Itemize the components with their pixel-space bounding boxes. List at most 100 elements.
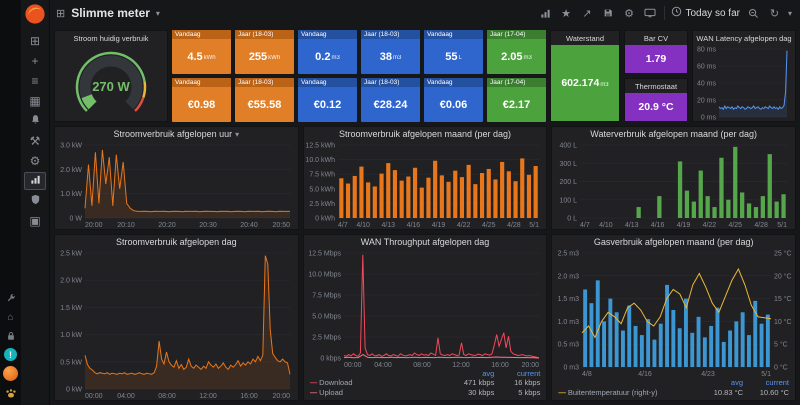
sidebar-item-playlists[interactable]: ≡	[24, 72, 46, 90]
panel-title[interactable]: Waterstand	[565, 33, 605, 43]
add-panel-icon[interactable]	[538, 6, 553, 21]
svg-text:2.0 kW: 2.0 kW	[60, 278, 82, 285]
panel-title[interactable]: Stroomverbruik afgelopen maand (per dag)	[338, 129, 512, 139]
sidebar-item-alerting[interactable]	[24, 112, 46, 130]
legend-header: avg current	[482, 368, 541, 378]
svg-text:12.5 Mbps: 12.5 Mbps	[308, 251, 341, 258]
panel-title[interactable]: Stroom huidig verbruik	[73, 33, 149, 43]
panel-title[interactable]: Bar CV	[643, 33, 669, 43]
user-avatar[interactable]	[3, 366, 18, 381]
svg-text:4/25: 4/25	[729, 222, 743, 229]
panel-title[interactable]: WAN Throughput afgelopen dag	[360, 237, 490, 247]
power-gauge[interactable]: 270 W	[55, 45, 167, 121]
star-icon[interactable]: ★	[561, 7, 571, 20]
folder-grid-icon: ▦	[29, 94, 41, 108]
stat-tile: Vandaag €0.06	[424, 78, 483, 122]
bar-cv-value: 1.79	[625, 45, 687, 73]
svg-text:60 ms: 60 ms	[697, 64, 717, 71]
sidebar-item-plugins[interactable]: ▣	[24, 212, 46, 230]
svg-text:20:20: 20:20	[158, 222, 176, 229]
sidebar-item-folders[interactable]: ▦	[24, 92, 46, 110]
svg-text:10.0 Mbps: 10.0 Mbps	[308, 272, 341, 279]
svg-text:12:00: 12:00	[199, 393, 217, 400]
svg-text:0 m3: 0 m3	[564, 365, 580, 372]
panel-title[interactable]: Stroomverbruik afgelopen dag	[116, 237, 237, 247]
panel-title[interactable]: Stroomverbruik afgelopen uur ▾	[113, 129, 240, 139]
chevron-down-icon[interactable]: ▾	[155, 8, 160, 18]
sidebar-item-create[interactable]: +	[24, 52, 46, 70]
settings-gear-icon[interactable]: ⚙	[624, 7, 634, 20]
svg-text:0.5 m3: 0.5 m3	[558, 342, 580, 349]
zoom-out-icon[interactable]	[746, 6, 761, 21]
paw-icon[interactable]	[3, 386, 19, 400]
stat-tile: Jaar (18-03) €28.24	[361, 78, 420, 122]
time-range-label: Today so far	[685, 7, 740, 19]
save-icon[interactable]	[601, 6, 616, 21]
main-area: ⊞ Slimme meter ▾ ★ ↗ ⚙ Today so far ↻ ▾ …	[50, 0, 800, 405]
cv-column: Bar CV 1.79 Thermostaat 20.9 °C	[624, 30, 688, 122]
legend-row: — Upload 30 kbps 5 kbps	[309, 387, 541, 397]
dashboard-icon: ⊞	[56, 7, 66, 20]
share-icon[interactable]: ↗	[582, 7, 592, 20]
stroom-uur-chart[interactable]: 0 W 1.0 kW 2.0 kW 3.0 kW 20:00 20:10 20:20 20:3…	[55, 141, 298, 230]
stat-tile: Jaar (18-03) 38 m3	[361, 30, 420, 74]
sidebar-item-security[interactable]	[24, 192, 46, 210]
panel-title[interactable]: Thermostaat	[634, 81, 678, 91]
series-toggle-download[interactable]: — Download	[309, 378, 353, 387]
screwdriver-icon[interactable]	[3, 291, 19, 305]
series-toggle-buitentemperatuur[interactable]: — Buitentemperatuur (right-y)	[558, 387, 658, 397]
panel-title[interactable]: Gasverbruik afgelopen maand (per dag)	[593, 237, 754, 247]
sidebar-item-graphs-active[interactable]	[24, 172, 46, 190]
svg-text:20:10: 20:10	[117, 222, 135, 229]
svg-text:12.5 kWh: 12.5 kWh	[305, 143, 335, 150]
water-maand-chart[interactable]: 0 L 100 L 200 L 300 L 400 L 4/7 4/10 4/13 4/16 4/…	[552, 141, 795, 230]
svg-text:400 L: 400 L	[560, 143, 578, 150]
info-badge[interactable]: !	[4, 348, 17, 361]
svg-text:4/13: 4/13	[381, 222, 395, 229]
sidebar: ⌂ ! ⊞ + ≡ ▦ ⚒ ⚙ ▣	[0, 0, 50, 405]
svg-text:2.5 m3: 2.5 m3	[558, 251, 580, 258]
svg-text:7.5 kWh: 7.5 kWh	[309, 172, 335, 179]
svg-text:1.0 m3: 1.0 m3	[558, 319, 580, 326]
gear-icon: ⚙	[29, 154, 41, 168]
stroom-dag-chart[interactable]: 0 kW 0.5 kW 1.0 kW 1.5 kW 2.0 kW 2.5 kW 00:00 0…	[55, 249, 298, 400]
svg-text:0 kWh: 0 kWh	[315, 216, 335, 223]
stroom-maand-chart[interactable]: 0 kWh 2.5 kWh 5.0 kWh 7.5 kWh 10.0 kWh 12.5 k…	[304, 141, 547, 230]
wan-latency-chart[interactable]: 0 ms 20 ms 40 ms 60 ms 80 ms	[693, 45, 795, 122]
grafana-logo[interactable]	[24, 3, 46, 25]
cube-icon: ▣	[29, 214, 41, 228]
sidebar-item-dashboards[interactable]: ⊞	[24, 32, 46, 50]
stat-tile: Vandaag €0.98	[172, 78, 231, 122]
dashboard-title[interactable]: Slimme meter	[71, 6, 150, 20]
time-range-picker[interactable]: Today so far	[671, 6, 740, 20]
svg-text:25 °C: 25 °C	[774, 250, 792, 258]
lock-icon[interactable]	[3, 329, 19, 343]
panel-title[interactable]: WAN Latency afgelopen dag	[696, 33, 792, 43]
svg-text:4/19: 4/19	[431, 222, 445, 229]
svg-text:10 °C: 10 °C	[774, 318, 792, 326]
svg-text:08:00: 08:00	[413, 362, 431, 369]
svg-text:0 L: 0 L	[568, 216, 578, 223]
panel-bar-cv: Bar CV 1.79	[624, 30, 688, 74]
refresh-icon[interactable]: ↻	[769, 7, 780, 20]
panel-waterstand: Waterstand 602.174 m3	[550, 30, 620, 122]
svg-text:16:00: 16:00	[240, 393, 258, 400]
svg-text:0.5 kW: 0.5 kW	[60, 359, 82, 366]
plus-icon: +	[31, 54, 39, 68]
sidebar-item-configuration[interactable]: ⚙	[24, 152, 46, 170]
svg-text:20:00: 20:00	[85, 222, 103, 229]
series-toggle-upload[interactable]: — Upload	[309, 387, 343, 397]
svg-text:15 °C: 15 °C	[774, 295, 792, 303]
divider	[663, 6, 665, 20]
panel-title[interactable]: Waterverbruik afgelopen maand (per dag)	[590, 129, 758, 139]
wan-throughput-chart[interactable]: 0 kbps 2.5 Mbps 5.0 Mbps 7.5 Mbps 10.0 Mbps 1…	[304, 249, 547, 369]
svg-text:20:00: 20:00	[521, 362, 539, 369]
tv-mode-icon[interactable]	[643, 6, 658, 21]
svg-text:20:00: 20:00	[272, 393, 290, 400]
refresh-caret-icon[interactable]: ▾	[787, 8, 792, 18]
gas-maand-chart[interactable]: 0 m3 0.5 m3 1.0 m3 1.5 m3 2.0 m3 2.5 m3 0 °C 5 …	[552, 249, 795, 379]
home-icon[interactable]: ⌂	[7, 311, 14, 323]
svg-text:0 °C: 0 °C	[774, 364, 788, 372]
sidebar-item-tools[interactable]: ⚒	[24, 132, 46, 150]
series-color-dash: —	[309, 378, 318, 387]
